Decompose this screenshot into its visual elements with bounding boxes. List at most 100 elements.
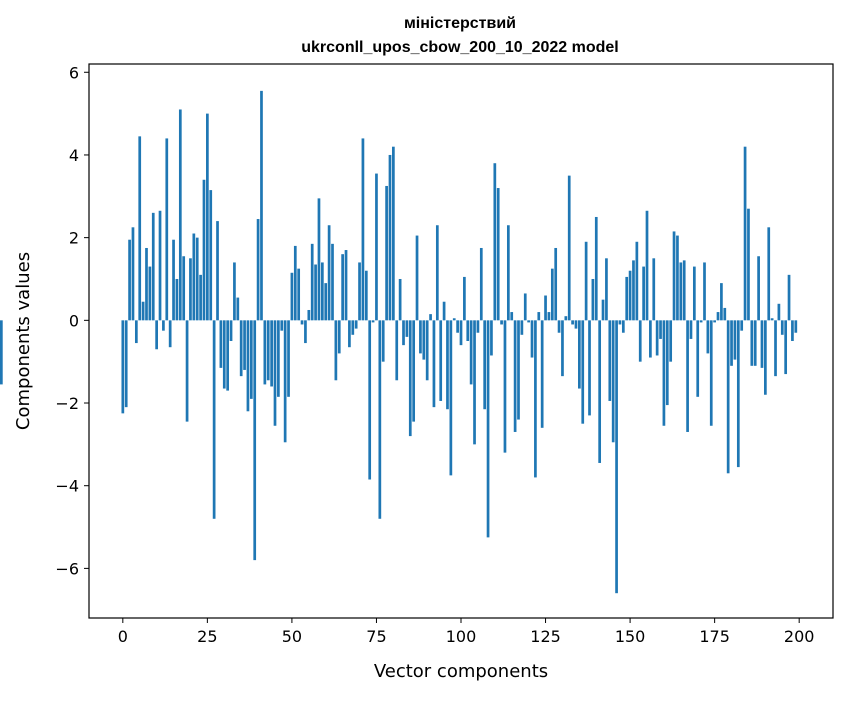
bar [561,320,564,377]
bar [794,320,798,333]
bar [591,278,595,321]
bar [513,320,517,432]
bar [452,318,456,321]
bar [479,247,483,321]
bar [486,320,490,538]
bar [378,320,382,519]
bar [429,314,432,321]
bar [368,320,372,480]
bar [209,190,213,321]
bar [554,247,558,321]
bar [151,212,155,321]
bar [446,320,449,410]
bar [273,320,277,426]
bar [375,173,378,321]
bar [638,320,642,362]
bar [696,320,700,397]
bar [787,274,791,321]
bar [307,309,311,321]
bar [672,231,676,321]
bar [155,320,158,350]
bar [249,320,253,399]
bar [327,225,331,321]
bar [371,320,375,323]
bar [331,243,334,321]
bar [405,320,409,337]
bar [239,320,243,377]
bar [351,320,355,335]
y-axis-label: Components values [13,252,34,430]
bar [124,320,128,408]
bar [277,320,280,397]
y-tick-label: −6 [55,559,79,578]
x-tick-label: 25 [197,627,217,646]
bar [233,262,236,321]
bar [665,320,669,406]
bar [490,320,493,356]
bar [341,254,344,321]
bar [655,320,659,356]
bar [520,320,524,335]
bar [780,320,784,335]
bar [216,221,219,321]
bar [476,320,480,333]
bar [402,320,405,346]
bar [774,320,777,377]
bar [463,276,466,321]
bar [510,312,514,321]
bar [557,320,561,333]
y-tick-label: 2 [69,229,79,248]
bar [175,278,179,321]
bar [189,258,192,321]
bar [567,175,571,321]
bar [645,210,649,321]
bar [517,320,520,420]
bar [523,293,527,321]
x-tick-label: 175 [699,627,730,646]
bar [425,320,429,381]
bar [483,320,487,410]
bar [791,320,794,341]
bar [611,320,615,443]
bar [632,260,635,321]
bar [679,262,683,321]
bar [621,320,625,333]
bar [550,268,554,321]
bar [642,266,645,321]
bar [419,320,422,354]
bar [263,320,267,385]
bar [226,320,230,391]
bar [178,109,182,321]
bar [750,320,754,366]
bar [635,241,639,321]
bar [162,320,165,331]
bar [720,283,723,321]
y-tick-label: 6 [69,63,79,82]
bar [381,320,385,362]
bar [432,320,436,408]
y-tick-label: −2 [55,394,79,413]
bar [449,320,453,476]
x-tick-label: 0 [118,627,128,646]
bar [537,312,541,321]
bar [388,154,392,321]
bar [625,276,629,321]
bar [469,320,473,385]
bar [435,225,439,321]
bar [662,320,666,426]
bar [581,320,585,424]
bar [743,146,747,321]
bar [134,320,138,344]
bar [547,312,551,321]
bar [185,320,189,422]
bar [713,320,716,323]
bar [709,320,713,426]
bar [192,233,196,321]
bar [293,245,297,321]
bar [530,320,534,358]
bar [628,270,632,321]
bar [212,320,216,519]
bar [361,138,365,321]
bar [165,138,169,321]
